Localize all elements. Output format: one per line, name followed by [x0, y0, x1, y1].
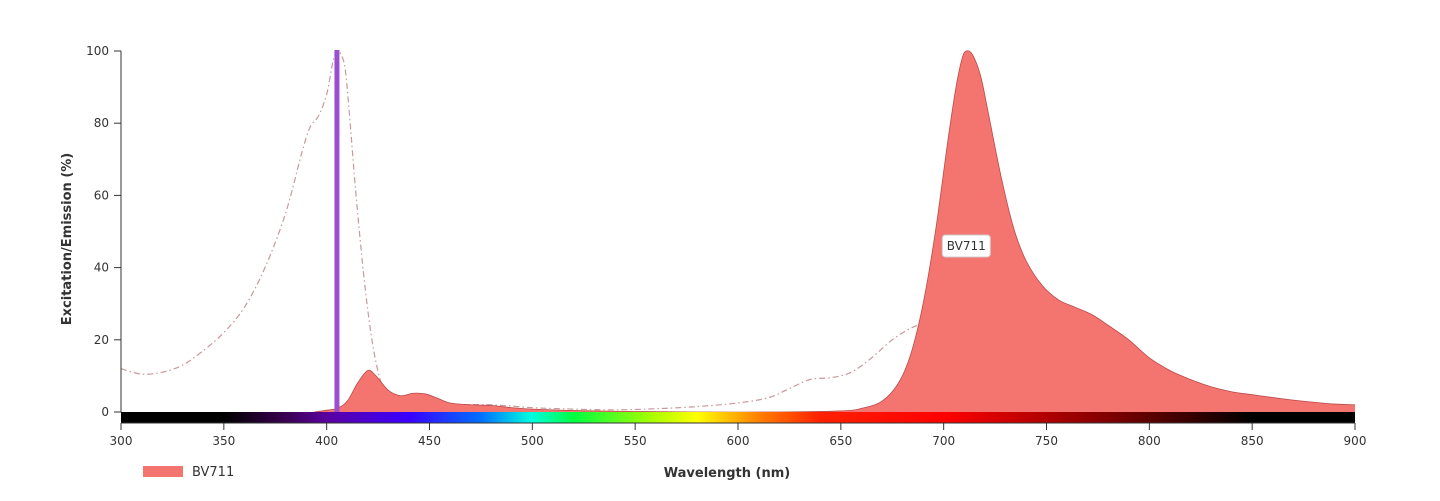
x-tick-label-900: 900 — [1344, 434, 1367, 448]
x-axis-title: Wavelength (nm) — [664, 466, 790, 481]
x-tick-label-400: 400 — [315, 434, 338, 448]
emission-area-bv711 — [314, 50, 1356, 413]
x-tick-label-450: 450 — [418, 434, 441, 448]
x-tick-label-500: 500 — [521, 434, 544, 448]
axes-layer: 0 20 40 60 80 100 300 350 400 450 500 550 600 650 700 7… — [86, 44, 1366, 448]
peak-label-box — [941, 234, 991, 258]
x-tick-label-750: 750 — [1035, 434, 1058, 448]
excitation-layer — [120, 50, 1047, 413]
legend: BV711 — [143, 465, 234, 480]
emission-layer — [314, 50, 1356, 413]
y-axis-title: Excitation/Emission (%) — [60, 153, 75, 325]
y-tick-label-0: 0 — [101, 405, 109, 419]
excitation-curve-bv711 — [120, 50, 1047, 413]
x-tick-label-800: 800 — [1138, 434, 1161, 448]
x-tick-label-600: 600 — [727, 434, 750, 448]
peak-label-text: BV711 — [947, 239, 986, 253]
y-tick-label-20: 20 — [94, 333, 109, 347]
y-tick-label-40: 40 — [94, 261, 109, 275]
legend-swatch-bv711 — [143, 466, 183, 477]
y-tick-label-100: 100 — [86, 44, 109, 58]
x-tick-label-300: 300 — [110, 434, 133, 448]
x-tick-label-850: 850 — [1241, 434, 1264, 448]
legend-label-bv711: BV711 — [192, 465, 234, 480]
wavelength-spectrum-bar — [121, 412, 1355, 423]
x-tick-label-550: 550 — [624, 434, 647, 448]
x-tick-label-700: 700 — [932, 434, 955, 448]
y-tick-label-80: 80 — [94, 116, 109, 130]
y-tick-label-60: 60 — [94, 188, 109, 202]
emission-outline-bv711 — [314, 50, 1356, 413]
x-tick-label-350: 350 — [212, 434, 235, 448]
x-tick-label-650: 650 — [829, 434, 852, 448]
annotation-layer: BV711 — [941, 234, 991, 258]
